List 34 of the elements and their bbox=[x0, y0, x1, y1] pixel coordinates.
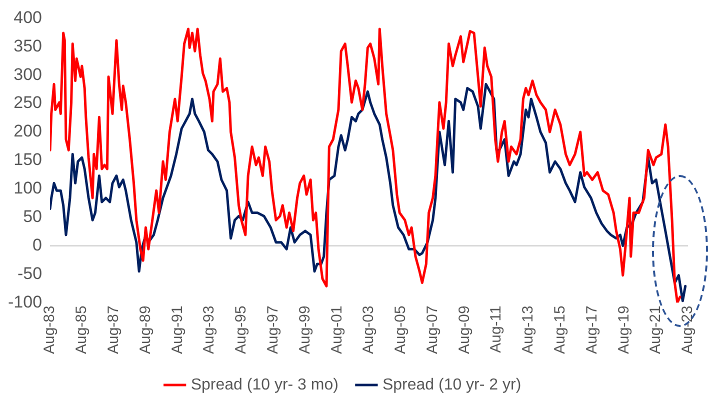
x-tick-label: Aug-23 bbox=[679, 306, 696, 354]
x-tick-label: Aug-21 bbox=[647, 306, 664, 354]
y-tick-label: 50 bbox=[23, 206, 42, 226]
x-tick-label: Aug-87 bbox=[104, 306, 122, 354]
x-tick-label: Aug-85 bbox=[73, 306, 90, 354]
y-tick-label: 250 bbox=[14, 93, 42, 112]
legend-label: Spread (10 yr- 3 mo) bbox=[190, 376, 338, 394]
legend-label: Spread (10 yr- 2 yr) bbox=[382, 376, 522, 394]
x-tick-label: Aug-97 bbox=[264, 306, 282, 354]
x-tick-label: Aug-03 bbox=[360, 306, 378, 354]
x-tick-label: Aug-93 bbox=[200, 306, 218, 354]
y-tick-label: 350 bbox=[14, 36, 42, 56]
x-tick-label: Aug-99 bbox=[296, 306, 314, 354]
x-tick-label: Aug-11 bbox=[488, 306, 505, 353]
x-tick-label: Aug-05 bbox=[392, 306, 410, 354]
y-tick-label: 150 bbox=[14, 150, 42, 170]
x-tick-label: Aug-07 bbox=[424, 306, 441, 354]
y-tick-label: 400 bbox=[14, 8, 42, 27]
x-tick-label: Aug-15 bbox=[552, 306, 569, 354]
x-tick-label: Aug-17 bbox=[583, 306, 600, 354]
y-tick-label: 100 bbox=[14, 178, 42, 198]
x-tick-label: Aug-95 bbox=[232, 306, 250, 354]
x-tick-label: Aug-89 bbox=[136, 306, 154, 354]
x-tick-label: Aug-19 bbox=[615, 306, 632, 354]
y-tick-label: 200 bbox=[14, 122, 42, 141]
x-tick-label: Aug-91 bbox=[168, 306, 186, 354]
y-tick-label: 0 bbox=[32, 235, 42, 254]
x-tick-label: Aug-01 bbox=[328, 306, 346, 354]
y-tick-label: 300 bbox=[14, 64, 42, 84]
x-tick-label: Aug-09 bbox=[456, 306, 473, 354]
x-tick-label: Aug-13 bbox=[520, 306, 537, 354]
x-tick-label: Aug-83 bbox=[41, 306, 58, 354]
y-tick-label: -100 bbox=[8, 292, 42, 312]
y-tick-label: -50 bbox=[17, 264, 42, 283]
